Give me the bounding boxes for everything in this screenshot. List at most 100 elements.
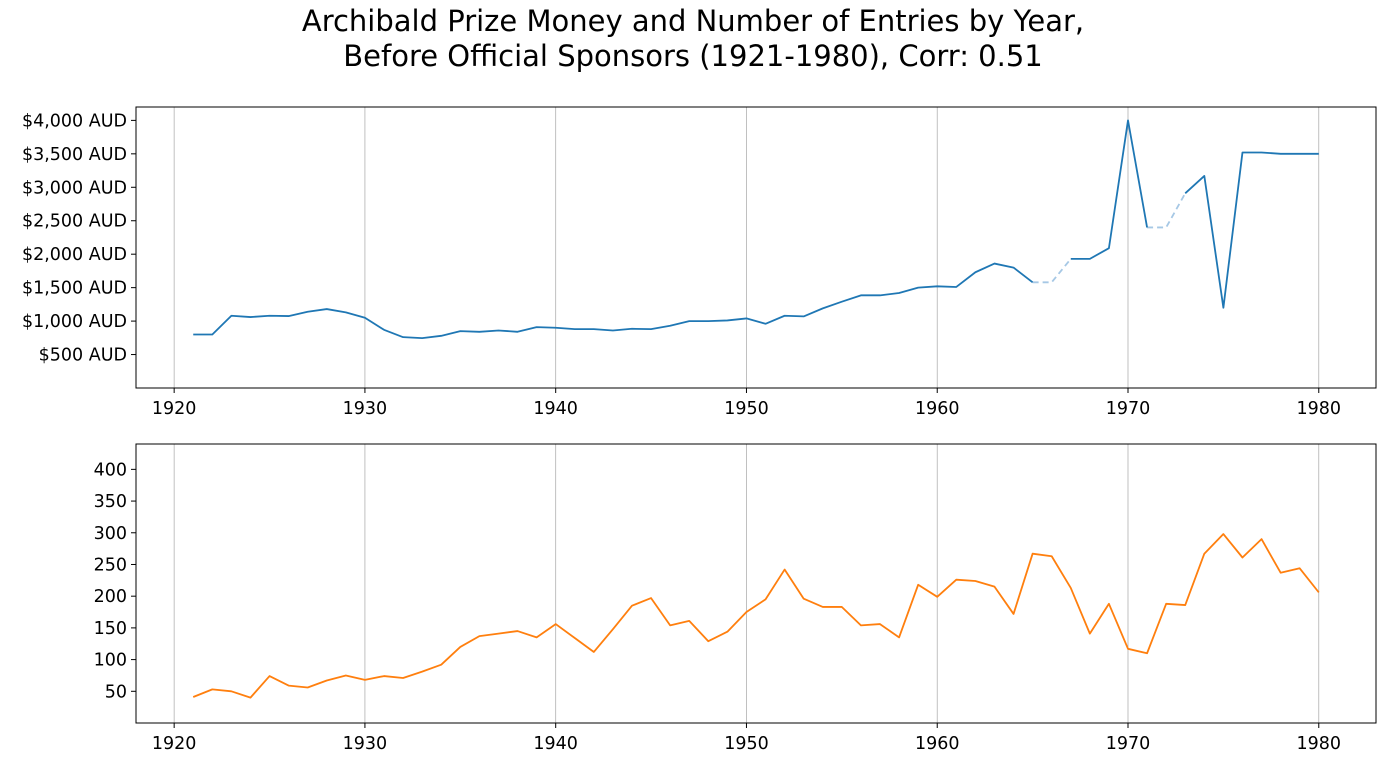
y-tick-label: 300 xyxy=(94,524,127,544)
prize-money-point xyxy=(784,315,786,317)
entries-point xyxy=(1032,553,1034,555)
y-tick-label: $4,000 AUD xyxy=(22,111,127,131)
entries-point xyxy=(1184,604,1186,606)
entries-point xyxy=(745,611,747,613)
x-tick-label: 1920 xyxy=(152,734,197,754)
prize-money-point xyxy=(1203,175,1205,177)
chart-title-line-2: Before Official Sponsors (1921-1980), Co… xyxy=(343,39,1043,73)
y-tick-label: $2,500 AUD xyxy=(22,212,127,232)
entries-line xyxy=(192,533,1320,699)
entries-point xyxy=(822,606,824,608)
entries-point xyxy=(364,679,366,681)
x-tick-label: 1970 xyxy=(1106,734,1151,754)
prize-money-point xyxy=(650,328,652,330)
entries-point xyxy=(917,584,919,586)
entries-point xyxy=(993,586,995,588)
entries-point xyxy=(288,685,290,687)
prize-money-point xyxy=(1261,151,1263,153)
x-tick-label: 1930 xyxy=(343,734,388,754)
entries-point xyxy=(688,620,690,622)
entries-point xyxy=(1165,603,1167,605)
prize-money-point xyxy=(879,294,881,296)
entries-point xyxy=(192,696,194,698)
entries-point xyxy=(860,624,862,626)
prize-money-point xyxy=(612,329,614,331)
entries-point xyxy=(536,636,538,638)
prize-money-point xyxy=(726,319,728,321)
prize-money-panel: 1920 1930 1940 1950 1960 1970 1980 $500 AUD $1,0… xyxy=(22,106,1377,419)
prize-money-point xyxy=(669,325,671,327)
x-tick-label: 1970 xyxy=(1106,399,1151,419)
prize-money-point xyxy=(364,317,366,319)
prize-money-point xyxy=(1146,226,1148,228)
interpolated-gap-line xyxy=(1147,192,1187,229)
y-tick-label: $3,500 AUD xyxy=(22,145,127,165)
y-tick-label: $2,000 AUD xyxy=(22,245,127,265)
entries-point xyxy=(1241,557,1243,559)
prize-money-point xyxy=(1032,281,1034,283)
axes-frame xyxy=(135,106,1377,389)
entries-point xyxy=(1089,633,1091,635)
y-tick-label: 100 xyxy=(94,651,127,671)
prize-money-point xyxy=(860,294,862,296)
entries-point xyxy=(898,636,900,638)
prize-money-point xyxy=(841,301,843,303)
y-tick-label: 200 xyxy=(94,587,127,607)
entries-point xyxy=(669,624,671,626)
entries-panel: 1920 1930 1940 1950 1960 1970 1980 50 100 150 200 2… xyxy=(94,443,1377,754)
prize-money-point xyxy=(574,328,576,330)
prize-money-point xyxy=(898,292,900,294)
entries-point xyxy=(974,580,976,582)
entries-point xyxy=(1070,587,1072,589)
entries-point xyxy=(307,686,309,688)
entries-point xyxy=(574,637,576,639)
entries-point xyxy=(1280,572,1282,574)
entries-point xyxy=(612,628,614,630)
prize-money-point xyxy=(803,315,805,317)
prize-money-point xyxy=(1013,267,1015,269)
x-tick-label: 1980 xyxy=(1296,399,1341,419)
prize-money-point xyxy=(1184,192,1186,194)
prize-money-point xyxy=(192,333,194,335)
x-tick-label: 1960 xyxy=(915,734,960,754)
entries-point xyxy=(326,680,328,682)
prize-money-point xyxy=(1318,153,1320,155)
prize-money-point xyxy=(707,320,709,322)
prize-money-point xyxy=(1241,151,1243,153)
entries-point xyxy=(459,646,461,648)
y-tick-label: 350 xyxy=(94,492,127,512)
prize-money-point xyxy=(955,286,957,288)
entries-point xyxy=(211,688,213,690)
prize-money-point xyxy=(688,320,690,322)
prize-money-point xyxy=(345,311,347,313)
x-tick-label: 1920 xyxy=(152,399,197,419)
prize-money-point xyxy=(593,328,595,330)
entries-point xyxy=(803,598,805,600)
prize-money-point xyxy=(402,336,404,338)
prize-money-line xyxy=(1070,119,1148,260)
entries-point xyxy=(726,631,728,633)
x-tick-label: 1930 xyxy=(343,399,388,419)
prize-money-point xyxy=(745,317,747,319)
prize-money-point xyxy=(440,335,442,337)
prize-money-point xyxy=(974,271,976,273)
entries-point xyxy=(555,623,557,625)
y-tick-label: 50 xyxy=(105,682,127,702)
entries-point xyxy=(936,596,938,598)
x-tick-label: 1950 xyxy=(724,399,769,419)
entries-point xyxy=(230,690,232,692)
prize-money-point xyxy=(383,329,385,331)
entries-point xyxy=(707,640,709,642)
entries-point xyxy=(765,598,767,600)
interpolated-gap-line xyxy=(1032,258,1072,284)
prize-money-point xyxy=(1299,153,1301,155)
prize-money-point xyxy=(230,315,232,317)
prize-money-point xyxy=(307,311,309,313)
entries-point xyxy=(383,675,385,677)
prize-money-point xyxy=(478,331,480,333)
entries-point xyxy=(1222,533,1224,535)
entries-point xyxy=(402,677,404,679)
prize-money-point xyxy=(1280,153,1282,155)
entries-point xyxy=(955,579,957,581)
